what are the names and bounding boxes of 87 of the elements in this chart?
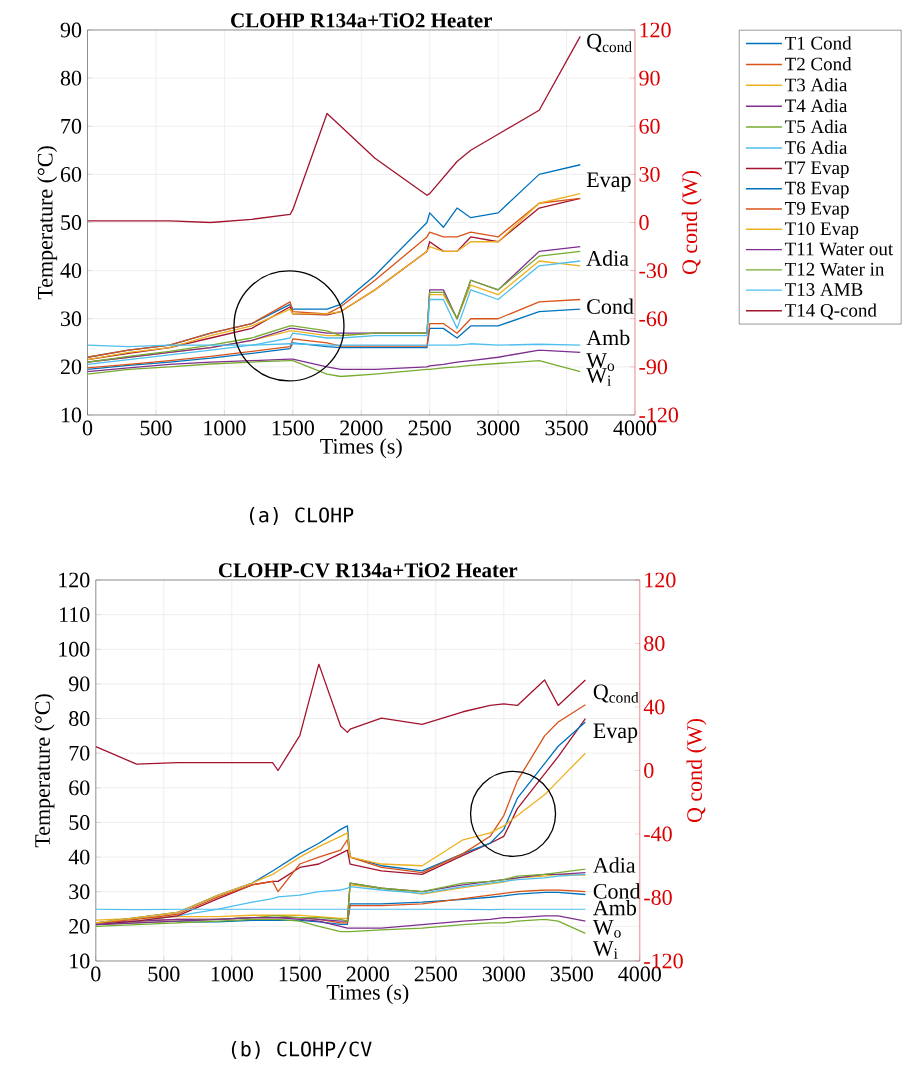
- chart-title: CLOHP R134a+TiO2 Heater: [231, 12, 492, 28]
- y2-tick-label: 30: [639, 166, 660, 182]
- y-tick-label: 10: [70, 953, 90, 969]
- legend-label: T12 Water in: [784, 262, 885, 276]
- annotation: Amb: [593, 899, 637, 916]
- y2-tick-label: -90: [639, 359, 668, 375]
- x-tick-label: 2500: [408, 420, 451, 436]
- y-tick-label: 80: [60, 70, 82, 86]
- y2-tick-label: 60: [639, 118, 660, 134]
- annotation: W$_{i}$: [592, 941, 618, 959]
- y-tick-label: 20: [60, 359, 82, 375]
- legend-label: T13 AMB: [784, 283, 863, 296]
- x-tick-label: 500: [148, 966, 180, 982]
- x-tick-label: 2000: [340, 420, 383, 436]
- y2-tick-label: -80: [644, 890, 672, 905]
- legend-label: T9 Evap: [784, 201, 849, 219]
- y2-tick-label: -60: [639, 311, 668, 327]
- x-tick-label: 3000: [477, 420, 520, 436]
- annotation: Amb: [586, 329, 630, 346]
- annotation: Cond: [587, 298, 634, 314]
- legend-label: T5 Adia: [784, 119, 848, 134]
- y-tick-label: 120: [59, 572, 90, 588]
- x-tick-label: 1000: [211, 966, 253, 982]
- x-axis-title: Times (s): [326, 984, 409, 1005]
- y-tick-label: 40: [60, 263, 82, 279]
- y-tick-label: 30: [69, 884, 90, 900]
- legend-label: T11 Water out: [784, 242, 894, 256]
- legend-label: T10 Evap: [784, 222, 859, 239]
- y-axis-title: Temperature (°C): [37, 146, 58, 300]
- legend-label: T1 Cond: [784, 36, 852, 50]
- x-axis-title: Times (s): [320, 438, 402, 459]
- y-tick-label: 10: [61, 407, 82, 423]
- annotation: W$_{o}$: [592, 919, 621, 938]
- y2-axis-title: Q cond (W): [681, 170, 702, 275]
- x-tick-label: 1500: [279, 966, 321, 982]
- y2-axis-title: Q cond (W): [686, 718, 707, 823]
- y2-tick-label: 0: [639, 215, 649, 230]
- x-tick-label: 3500: [545, 420, 588, 436]
- legend-label: T4 Adia: [784, 98, 848, 113]
- y-tick-label: 60: [69, 780, 90, 796]
- y-tick-label: 110: [60, 607, 90, 623]
- x-tick-label: 3500: [550, 966, 593, 982]
- legend-label: T2 Cond: [784, 57, 852, 71]
- y-tick-label: 70: [69, 745, 90, 761]
- y-tick-label: 30: [61, 311, 82, 327]
- x-tick-label: 1000: [204, 420, 246, 436]
- x-tick-label: 2500: [414, 966, 457, 982]
- y2-tick-label: 120: [645, 572, 676, 588]
- y-tick-label: 50: [61, 215, 82, 230]
- annotation: Cond: [593, 883, 641, 899]
- x-tick-label: 3000: [482, 966, 525, 982]
- annotation: Adia: [586, 250, 629, 266]
- x-tick-label: 0: [82, 420, 93, 436]
- legend-label: T7 Evap: [784, 161, 849, 178]
- y2-tick-label: -40: [644, 826, 672, 842]
- x-tick-label: 2000: [346, 966, 389, 982]
- y-tick-label: 60: [60, 166, 82, 182]
- y-axis-title: Temperature (°C): [34, 694, 55, 848]
- y2-tick-label: 120: [640, 22, 671, 38]
- y-tick-label: 20: [69, 918, 90, 934]
- annotation: Adia: [593, 857, 636, 873]
- annotation: Q$_{cond}$: [587, 33, 632, 53]
- x-tick-label: 500: [140, 420, 172, 436]
- chart-title: CLOHP-CV R134a+TiO2 Heater: [218, 562, 518, 578]
- y-tick-label: 90: [60, 22, 82, 38]
- x-tick-label: 0: [91, 966, 101, 982]
- text: (b) CLOHP/CV: [231, 1041, 372, 1059]
- y2-tick-label: -30: [639, 263, 668, 279]
- legend-label: T3 Adia: [784, 77, 848, 92]
- legend-label: T8 Evap: [784, 181, 849, 199]
- y-tick-label: 90: [68, 676, 90, 692]
- y-tick-label: 50: [69, 815, 90, 830]
- y2-tick-label: 80: [644, 636, 665, 651]
- y-tick-label: 40: [68, 849, 90, 865]
- y-tick-label: 70: [61, 118, 82, 134]
- legend-label: T6 Adia: [784, 140, 848, 154]
- y-tick-label: 80: [69, 711, 90, 726]
- y2-tick-label: 0: [644, 763, 654, 778]
- annotation: Evap: [586, 172, 631, 192]
- x-tick-label: 1500: [272, 420, 314, 436]
- y-tick-label: 100: [59, 641, 90, 657]
- annotation: Evap: [593, 723, 638, 743]
- y2-tick-label: 40: [643, 699, 665, 715]
- annotation: Q$_{cond}$: [593, 684, 639, 703]
- legend-label: T14 Q-cond: [784, 303, 877, 320]
- y2-tick-label: 90: [639, 70, 660, 86]
- text: (a) CLOHP: [249, 507, 354, 525]
